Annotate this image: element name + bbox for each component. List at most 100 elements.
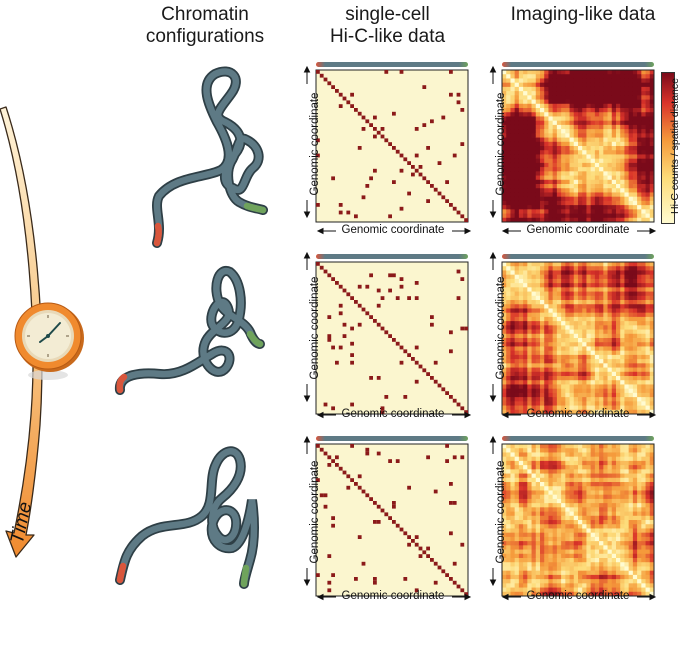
imaging-cell [569, 460, 575, 466]
imaging-cell [603, 587, 608, 593]
imaging-cell [510, 444, 516, 449]
imaging-cell [645, 452, 651, 458]
imaging-cell [561, 465, 566, 470]
imaging-cell [565, 78, 570, 84]
imaging-cell [611, 209, 617, 214]
hic-contact-cell [422, 85, 427, 89]
imaging-cell [594, 200, 600, 206]
imaging-cell [611, 120, 617, 126]
imaging-cell [573, 490, 579, 496]
imaging-cell [603, 266, 608, 271]
imaging-cell [548, 70, 554, 75]
imaging-cell [552, 494, 558, 500]
imaging-cell [611, 456, 617, 462]
imaging-cell [514, 511, 520, 517]
imaging-cell [641, 154, 646, 160]
hic-diagonal-cell [449, 577, 453, 581]
imaging-cell [565, 587, 570, 593]
imaging-cell [649, 498, 655, 504]
hic-matrix-row3 [315, 436, 469, 597]
imaging-cell [645, 209, 651, 214]
imaging-cell [582, 192, 587, 198]
hic-diagonal-cell [399, 527, 404, 532]
imaging-cell [531, 213, 537, 219]
imaging-cell [649, 141, 655, 147]
imaging-cell [527, 371, 532, 377]
imaging-cell [518, 154, 524, 160]
imaging-cell [649, 188, 655, 193]
imaging-cell [569, 78, 575, 84]
imaging-cell [531, 342, 537, 347]
imaging-cell [502, 536, 507, 542]
imaging-cell [548, 503, 554, 508]
imaging-cell [590, 469, 596, 474]
imaging-cell [540, 141, 545, 147]
imaging-cell [573, 103, 579, 109]
imaging-cell [573, 515, 579, 521]
imaging-cell [637, 536, 642, 542]
imaging-cell [594, 103, 600, 109]
imaging-cell [616, 300, 621, 305]
imaging-cell [561, 175, 566, 181]
imaging-cell [607, 376, 613, 381]
imaging-cell [527, 154, 532, 160]
imaging-cell [578, 562, 583, 567]
imaging-cell [599, 133, 604, 138]
hic-contact-cell [414, 535, 419, 539]
imaging-cell [611, 99, 617, 105]
imaging-cell [544, 266, 549, 271]
imaging-cell [514, 95, 520, 100]
imaging-cell [637, 553, 642, 559]
imaging-cell [556, 74, 562, 79]
imaging-cell [514, 359, 520, 364]
imaging-cell [599, 460, 604, 466]
imaging-cell [611, 359, 617, 364]
hic-contact-cell [365, 451, 370, 456]
imaging-cell [502, 200, 507, 206]
imaging-cell [599, 371, 604, 377]
imaging-cell [641, 524, 646, 529]
imaging-cell [649, 587, 655, 593]
imaging-cell [607, 452, 613, 458]
imaging-cell [649, 133, 655, 138]
imaging-cell [607, 129, 613, 134]
imaging-cell [573, 541, 579, 546]
imaging-cell [561, 507, 566, 512]
imaging-cell [632, 549, 638, 555]
imaging-cell [502, 583, 507, 588]
imaging-cell [649, 82, 655, 88]
imaging-cell [510, 371, 516, 377]
imaging-cell [573, 528, 579, 534]
imaging-cell [624, 388, 630, 394]
imaging-cell [540, 175, 545, 181]
imaging-cell [535, 520, 541, 525]
imaging-cell [594, 287, 600, 292]
imaging-cell [518, 350, 524, 356]
imaging-cell [624, 167, 630, 172]
imaging-cell [514, 486, 520, 491]
imaging-cell [641, 86, 646, 92]
imaging-cell [527, 507, 532, 512]
imaging-cell [649, 460, 655, 466]
imaging-cell [531, 108, 537, 113]
imaging-cell [611, 274, 617, 280]
imaging-cell [607, 99, 613, 105]
imaging-cell [552, 498, 558, 504]
imaging-cell [548, 346, 554, 352]
imaging-cell [527, 587, 532, 593]
imaging-cell [506, 338, 511, 343]
hic-contact-cell [452, 455, 457, 460]
imaging-cell [594, 405, 600, 411]
imaging-cell [582, 116, 587, 122]
imaging-cell [565, 350, 570, 356]
imaging-cell [518, 200, 524, 206]
imaging-cell [594, 490, 600, 496]
imaging-cell [548, 158, 554, 164]
imaging-cell [552, 312, 558, 318]
imaging-cell [565, 553, 570, 559]
imaging-cell [624, 354, 630, 360]
imaging-cell [518, 469, 524, 474]
imaging-cell [624, 511, 630, 517]
imaging-cell [649, 308, 655, 314]
imaging-cell [527, 162, 532, 168]
